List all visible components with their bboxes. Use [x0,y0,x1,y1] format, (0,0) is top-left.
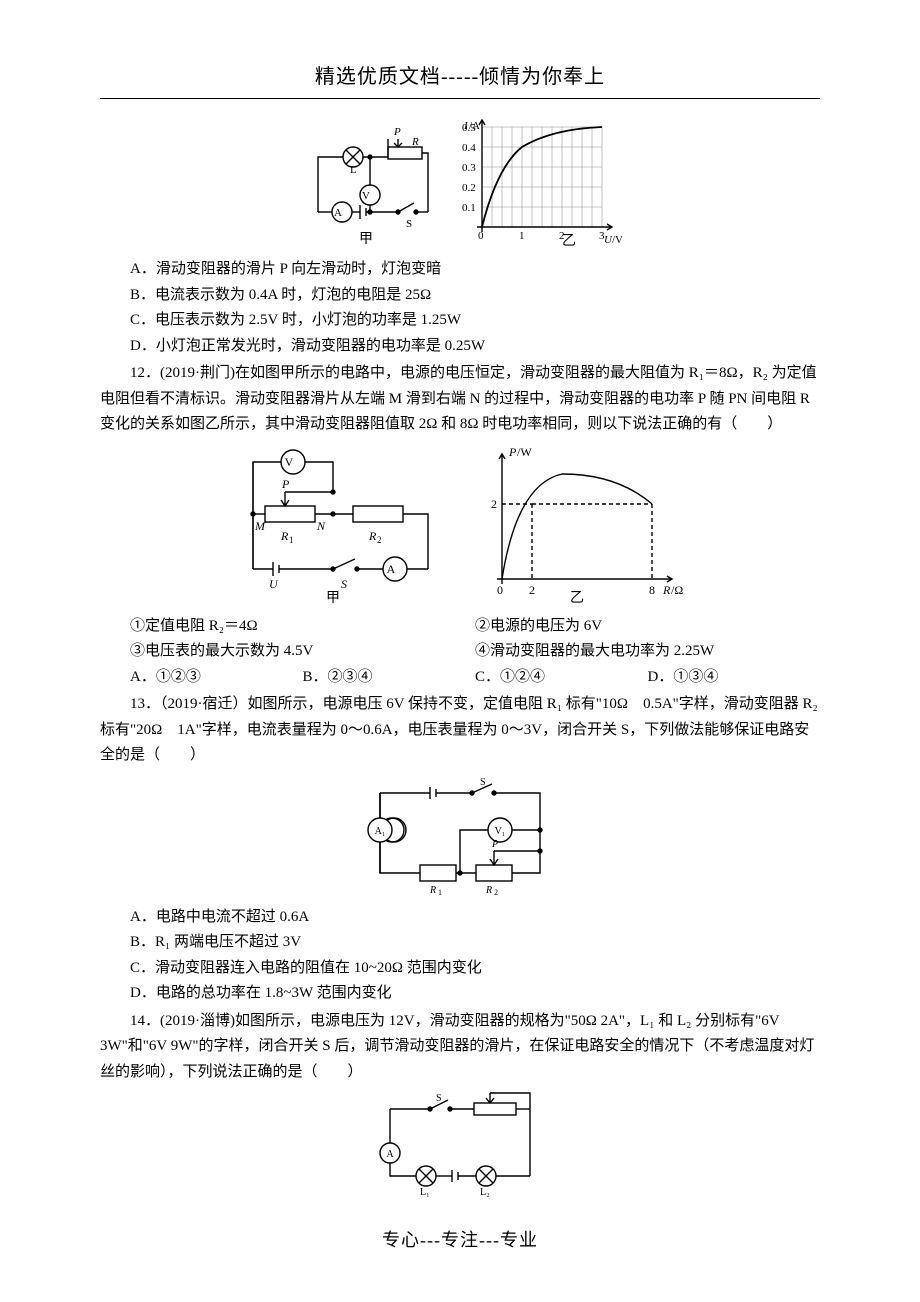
svg-text:0: 0 [497,583,503,597]
svg-text:乙: 乙 [570,590,584,604]
svg-text:R: R [411,136,419,148]
svg-text:R: R [368,529,377,543]
svg-text:/W: /W [517,445,532,459]
svg-text:0.5: 0.5 [462,122,476,134]
svg-text:S: S [436,1093,442,1104]
svg-text:2: 2 [491,497,497,511]
svg-text:U: U [269,577,279,591]
fig-label-yi: 乙 [562,233,576,247]
svg-text:A: A [386,1149,394,1160]
svg-text:V: V [362,190,370,202]
svg-text:1: 1 [438,888,442,895]
q11-option-b: B．电流表示数为 0.4A 时，灯泡的电阻是 25Ω [130,283,820,309]
q12-subs-row2: ③电压表的最大示数为 4.5V ④滑动变阻器的最大电功率为 2.25W [130,639,820,665]
q13-option-d: D．电路的总功率在 1.8~3W 范围内变化 [130,981,820,1007]
svg-text:L: L [350,164,357,176]
q12-option-c: C．①②④ [475,665,648,691]
q12-graph-svg: P/W 2 0 2 8 R/Ω 乙 [467,444,687,604]
svg-text:2: 2 [377,535,382,545]
q14-stem: 14．(2019·淄博)如图所示，电源电压为 12V，滑动变阻器的规格为"50Ω… [100,1009,820,1086]
q12-sub2: ②电源的电压为 6V [475,614,820,640]
svg-text:1: 1 [289,535,294,545]
q13-option-b: B．R₁ 两端电压不超过 3V [130,930,820,956]
q11-circuit-svg: L A V P R S 甲 [298,117,438,247]
q12-circuit-svg: V A P M N R1 R2 U S 甲 [233,444,453,604]
svg-text:A₁: A₁ [375,826,386,837]
svg-text:0: 0 [478,230,484,242]
page-header: 精选优质文档-----倾情为你奉上 [100,60,820,94]
svg-text:A: A [334,207,342,219]
q12-option-a: A．①②③ [130,665,303,691]
svg-text:0.4: 0.4 [462,142,476,154]
q11-option-d: D．小灯泡正常发光时，滑动变阻器的电功率是 0.25W [130,334,820,360]
svg-text:R: R [280,529,289,543]
svg-text:2: 2 [529,583,535,597]
svg-text:0.2: 0.2 [462,182,476,194]
page: 精选优质文档-----倾情为你奉上 [0,0,920,1296]
q13-option-c: C．滑动变阻器连入电路的阻值在 10~20Ω 范围内变化 [130,956,820,982]
q12-option-b: B．②③④ [303,665,476,691]
svg-text:V₁: V₁ [495,826,506,837]
q12-stem: 12．(2019·荆门)在如图甲所示的电路中，电源的电压恒定，滑动变阻器的最大阻… [100,361,820,438]
svg-text:8: 8 [649,583,655,597]
svg-text:0.1: 0.1 [462,202,476,214]
svg-text:甲: 甲 [326,591,340,604]
svg-text:P: P [281,477,290,491]
svg-text:0.3: 0.3 [462,162,476,174]
svg-text:S: S [406,218,412,230]
svg-text:R: R [662,583,671,597]
page-footer: 专心---专注---专业 [100,1225,820,1256]
q12-subs-row1: ①定值电阻 R₂＝4Ω ②电源的电压为 6V [130,614,820,640]
svg-text:P: P [491,839,498,850]
q11-option-c: C．电压表示数为 2.5V 时，小灯泡的功率是 1.25W [130,308,820,334]
svg-text:P: P [508,445,517,459]
q12-sub3: ③电压表的最大示数为 4.5V [130,639,475,665]
q12-sub4: ④滑动变阻器的最大电功率为 2.25W [475,639,820,665]
svg-text:A: A [387,562,396,576]
fig-label-jia: 甲 [359,232,373,247]
q13-circuit-svg: A₁ V₁ S P R1 R2 [360,775,560,895]
q12-options: A．①②③ B．②③④ C．①②④ D．①③④ [130,665,820,691]
q13-option-a: A．电路中电流不超过 0.6A [130,905,820,931]
q13-figure-row: A₁ V₁ S P R1 R2 [100,775,820,895]
header-rule [100,98,820,99]
svg-text:1: 1 [519,230,525,242]
svg-text:M: M [254,519,266,533]
q12-figure-row: V A P M N R1 R2 U S 甲 [100,444,820,604]
q14-circuit-svg: A S L₁ L₂ [370,1091,550,1201]
svg-text:V: V [285,455,294,469]
q13-stem: 13．（2019·宿迁）如图所示，电源电压 6V 保持不变，定值电阻 R₁ 标有… [100,692,820,769]
svg-text:/V: /V [612,234,622,246]
q11-figure-row: L A V P R S 甲 [100,117,820,247]
q11-option-a: A．滑动变阻器的滑片 P 向左滑动时，灯泡变暗 [130,257,820,283]
q12-option-d: D．①③④ [648,665,821,691]
svg-text:S: S [341,577,347,591]
svg-text:P: P [393,126,401,138]
svg-text:R: R [429,885,436,895]
q14-figure-row: A S L₁ L₂ [100,1091,820,1201]
svg-text:N: N [316,519,326,533]
svg-text:S: S [480,777,486,788]
q12-sub1: ①定值电阻 R₂＝4Ω [130,614,475,640]
svg-text:L₁: L₁ [420,1187,430,1198]
svg-text:R: R [485,885,492,895]
q11-graph-svg: I/A 0.5 0.4 0.3 0.2 0.1 0 1 2 3 U/V 乙 [452,117,622,247]
svg-text:L₂: L₂ [480,1187,490,1198]
svg-text:2: 2 [494,888,498,895]
svg-text:/Ω: /Ω [671,583,683,597]
